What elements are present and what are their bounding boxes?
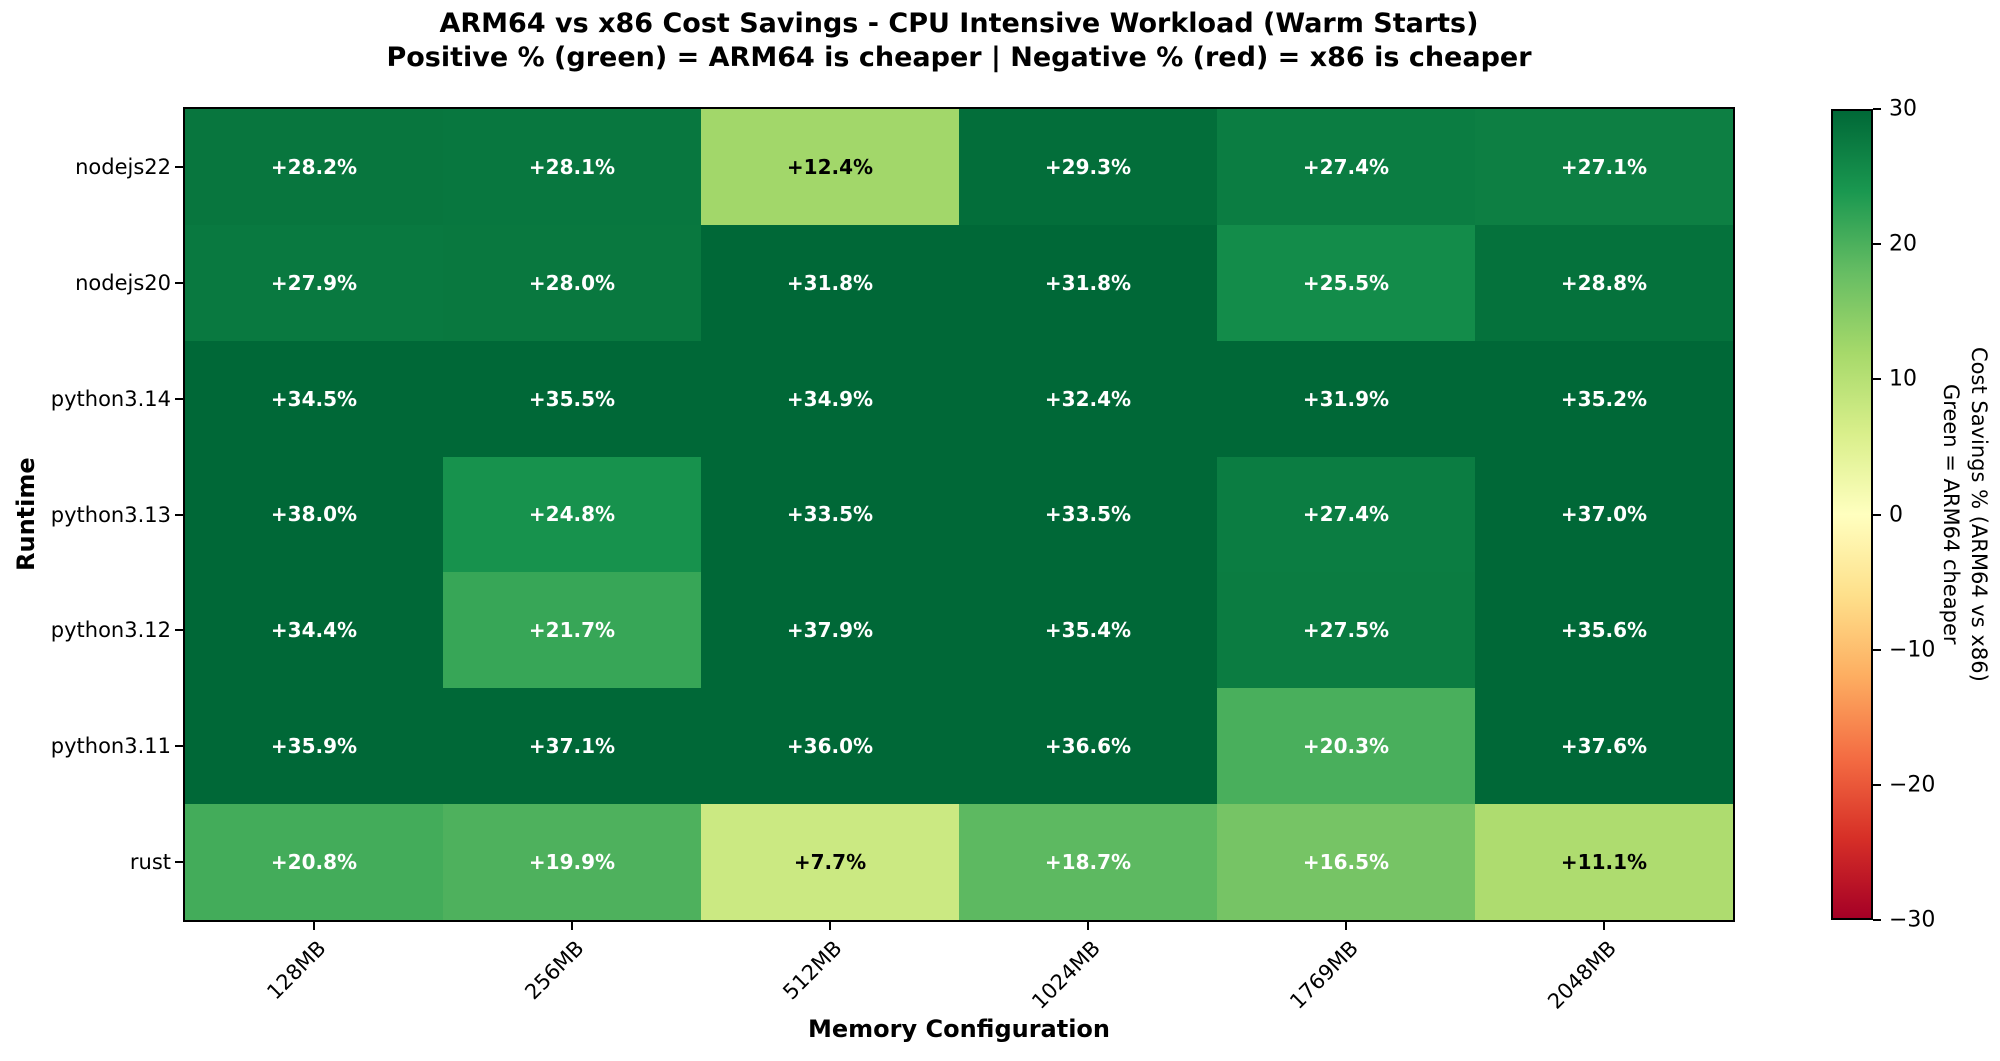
heatmap-cell: +12.4% — [701, 109, 959, 225]
colorbar — [1831, 109, 1873, 920]
heatmap-cell: +18.7% — [959, 804, 1217, 920]
y-tick-label: rust — [129, 850, 171, 875]
heatmap-cell: +20.8% — [185, 804, 443, 920]
x-tick-mark — [829, 922, 831, 930]
heatmap-cell: +31.9% — [1217, 340, 1475, 457]
heatmap-cell: +36.6% — [959, 688, 1217, 805]
heatmap-cell: +34.5% — [185, 340, 443, 457]
colorbar-tick-mark — [1873, 243, 1881, 246]
y-tick-label: nodejs22 — [75, 154, 171, 179]
heatmap-cell: +27.4% — [1217, 109, 1475, 225]
heatmap-cell: +7.7% — [701, 804, 959, 920]
x-tick-mark — [571, 922, 573, 930]
x-axis-title: Memory Configuration — [807, 1015, 1111, 1043]
heatmap-cell: +28.1% — [443, 109, 701, 225]
heatmap-cell: +33.5% — [959, 456, 1217, 573]
colorbar-tick-mark — [1873, 783, 1881, 786]
colorbar-tick-mark — [1873, 378, 1881, 381]
heatmap-cell: +28.2% — [185, 109, 443, 225]
heatmap-cell: +38.0% — [185, 456, 443, 573]
chart-title: ARM64 vs x86 Cost Savings - CPU Intensiv… — [439, 8, 1479, 39]
colorbar-tick-label: 30 — [1889, 96, 1917, 122]
colorbar-tick-label: 0 — [1889, 502, 1903, 527]
heatmap-cell: +32.4% — [959, 340, 1217, 457]
heatmap-cell: +35.2% — [1475, 340, 1733, 457]
colorbar-tick-mark — [1873, 108, 1881, 110]
heatmap-cell: +27.1% — [1475, 109, 1733, 225]
x-tick-mark — [1087, 922, 1089, 930]
heatmap-plot-area: +28.2% +28.1% +12.4% +29.3% +27.4% +27.1% +27.… — [183, 107, 1735, 922]
colorbar-tick-label: 20 — [1889, 231, 1917, 257]
chart-subtitle: Positive % (green) = ARM64 is cheaper | … — [386, 42, 1532, 73]
heatmap-cell: +28.0% — [443, 224, 701, 341]
colorbar-tick-mark — [1873, 648, 1881, 651]
heatmap-cell: +21.7% — [443, 572, 701, 689]
y-tick-mark — [175, 513, 183, 516]
heatmap-cell: +27.5% — [1217, 572, 1475, 689]
heatmap-cell: +33.5% — [701, 456, 959, 573]
heatmap-cell: +27.9% — [185, 224, 443, 341]
heatmap-cell: +16.5% — [1217, 804, 1475, 920]
y-axis-title: Runtime — [12, 457, 40, 571]
heatmap-cell: +35.6% — [1475, 572, 1733, 689]
heatmap-cell: +27.4% — [1217, 456, 1475, 573]
heatmap-cell: +28.8% — [1475, 224, 1733, 341]
heatmap-cell: +19.9% — [443, 804, 701, 920]
y-tick-label: nodejs20 — [75, 270, 171, 295]
heatmap-cell: +37.6% — [1475, 688, 1733, 805]
colorbar-axis-label: Cost Savings % (ARM64 vs x86) Green = AR… — [1936, 109, 1994, 920]
colorbar-label-line1: Cost Savings % (ARM64 vs x86) — [1967, 347, 1991, 682]
heatmap-cell: +25.5% — [1217, 224, 1475, 341]
y-tick-mark — [175, 629, 183, 632]
y-tick-label: python3.12 — [50, 618, 171, 643]
heatmap-cell: +29.3% — [959, 109, 1217, 225]
colorbar-tick-label: −20 — [1889, 772, 1936, 798]
heatmap-cell: +11.1% — [1475, 804, 1733, 920]
heatmap-cell: +35.5% — [443, 340, 701, 457]
heatmap-cell: +34.4% — [185, 572, 443, 689]
x-tick-mark — [1603, 922, 1605, 930]
heatmap-cell: +20.3% — [1217, 688, 1475, 805]
heatmap-cell: +35.9% — [185, 688, 443, 805]
heatmap-cell: +37.9% — [701, 572, 959, 689]
heatmap-cell: +34.9% — [701, 340, 959, 457]
heatmap-cell: +37.0% — [1475, 456, 1733, 573]
y-tick-mark — [175, 861, 183, 864]
y-axis-tick-labels: nodejs22 nodejs20 python3.14 python3.13 pyth… — [0, 0, 171, 1061]
heatmap-grid: +28.2% +28.1% +12.4% +29.3% +27.4% +27.1% +27.… — [185, 109, 1733, 920]
heatmap-cell: +36.0% — [701, 688, 959, 805]
colorbar-tick-label: −30 — [1889, 907, 1936, 933]
colorbar-tick-label: −10 — [1889, 637, 1936, 663]
x-tick-mark — [1345, 922, 1347, 930]
y-tick-mark — [175, 281, 183, 284]
y-tick-label: python3.14 — [50, 386, 171, 411]
heatmap-cell: +31.8% — [701, 224, 959, 341]
y-tick-label: python3.13 — [50, 502, 171, 527]
heatmap-cell: +24.8% — [443, 456, 701, 573]
y-tick-mark — [175, 745, 183, 748]
colorbar-tick-mark — [1873, 513, 1881, 516]
heatmap-cell: +35.4% — [959, 572, 1217, 689]
heatmap-cell: +37.1% — [443, 688, 701, 805]
colorbar-tick-label: 10 — [1889, 366, 1917, 392]
y-tick-label: python3.11 — [50, 734, 171, 759]
colorbar-label-line2: Green = ARM64 cheaper — [1939, 384, 1963, 645]
heatmap-cell: +31.8% — [959, 224, 1217, 341]
y-tick-mark — [175, 397, 183, 400]
colorbar-tick-mark — [1873, 919, 1881, 921]
x-tick-mark — [313, 922, 315, 930]
y-tick-mark — [175, 165, 183, 168]
